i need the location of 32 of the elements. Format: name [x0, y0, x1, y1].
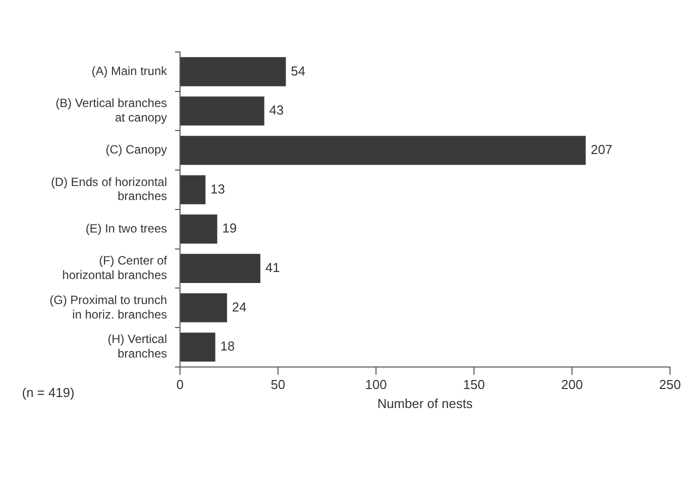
data-label: 13 [210, 181, 225, 196]
bar [180, 136, 586, 165]
data-label: 43 [269, 102, 284, 118]
y-tick-label: (C) Canopy [106, 142, 167, 157]
bar [180, 293, 228, 322]
bar [180, 175, 206, 204]
x-axis-title: Number of nests [377, 396, 474, 411]
bar [180, 57, 286, 86]
y-tick-label: (G) Proximal to trunch in horiz. branches [50, 292, 167, 322]
data-label: 41 [265, 260, 280, 276]
data-label: 18 [220, 338, 235, 354]
data-label: 24 [232, 299, 247, 314]
data-label: 19 [222, 220, 237, 236]
x-tick-label: 250 [659, 377, 681, 392]
x-tick-label: 150 [463, 377, 485, 392]
x-tick-label: 0 [176, 377, 184, 392]
bar [180, 332, 216, 362]
text: (n = 419) [22, 384, 74, 400]
data-label: 207 [590, 142, 612, 157]
y-tick-label: (D) Ends of horizontal branches [50, 174, 167, 204]
y-tick-label: (E) In two trees [86, 221, 167, 236]
y-tick-label: (H) Vertical branches [108, 332, 167, 361]
y-tick-label: (B) Vertical branches at canopy [56, 96, 167, 125]
data-label: 54 [290, 63, 306, 78]
y-tick-label: (F) Center of horizontal branches [62, 254, 168, 282]
y-tick-label: (A) Main trunk [92, 64, 168, 78]
bar [180, 214, 218, 244]
x-tick-label: 50 [270, 377, 286, 392]
bar [180, 96, 264, 126]
x-tick-label: 100 [365, 377, 387, 392]
bar [180, 254, 260, 283]
x-tick-label: 200 [561, 377, 583, 392]
